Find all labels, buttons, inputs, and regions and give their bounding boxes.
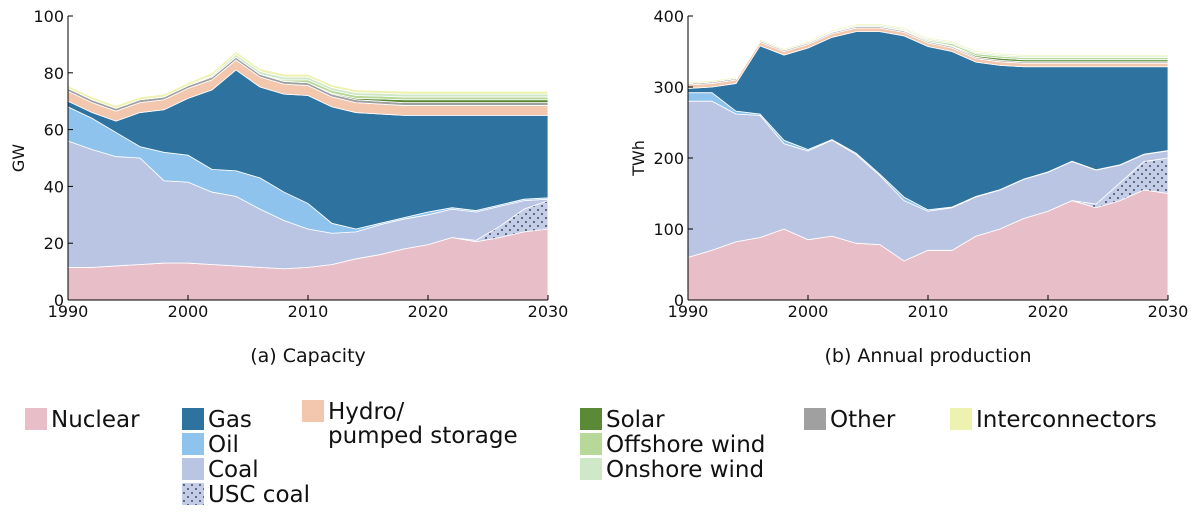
legend-swatch-fill	[580, 458, 602, 480]
chart-caption: (a) Capacity	[250, 345, 366, 367]
x-tick-label: 1990	[668, 302, 709, 321]
legend-item: USC coal	[182, 483, 310, 507]
legend-label: Interconnectors	[976, 407, 1157, 433]
legend-item: Nuclear	[25, 408, 140, 432]
legend-swatch-fill	[182, 458, 204, 480]
legend-swatch	[580, 458, 602, 480]
legend-label: Other	[830, 407, 896, 433]
x-tick-label: 2030	[528, 302, 569, 321]
y-tick-label: 100	[653, 220, 684, 239]
legend-item: Onshore wind	[580, 458, 764, 482]
x-tick-label: 2010	[908, 302, 949, 321]
legend-label: Solar	[606, 407, 665, 433]
legend-swatch	[804, 408, 826, 430]
x-tick-label: 2000	[788, 302, 829, 321]
legend-swatch	[950, 408, 972, 430]
legend-label: USC coal	[208, 482, 311, 508]
legend-swatch	[25, 408, 47, 430]
legend-swatch-fill	[182, 433, 204, 455]
legend-swatch-fill	[182, 408, 204, 430]
legend-label: Onshore wind	[606, 457, 765, 483]
legend-label: Gas	[208, 407, 252, 433]
legend-item: Offshore wind	[580, 433, 765, 457]
y-tick-label: 0	[674, 291, 684, 310]
legend-label: Oil	[208, 432, 239, 458]
y-tick-label: 0	[54, 291, 64, 310]
x-tick-label: 2020	[408, 302, 449, 321]
legend-swatch	[580, 433, 602, 455]
y-tick-label: 60	[44, 121, 64, 140]
legend-item: Oil	[182, 433, 239, 457]
area	[67, 50, 549, 109]
y-tick-label: 100	[33, 7, 64, 26]
area	[687, 23, 1169, 84]
x-tick-label: 2030	[1148, 302, 1189, 321]
legend-label: Nuclear	[51, 407, 140, 433]
legend-item: Other	[804, 408, 895, 432]
legend-swatch-fill	[580, 433, 602, 455]
y-tick-label: 400	[653, 7, 684, 26]
legend-swatch-fill	[580, 408, 602, 430]
legend-item: Interconnectors	[950, 408, 1157, 432]
legend-swatch	[182, 483, 204, 505]
y-tick-label: 20	[44, 234, 64, 253]
legend-item: Coal	[182, 458, 259, 482]
legend-label: Hydro/ pumped storage	[328, 399, 518, 449]
legend-item: Hydro/ pumped storage	[302, 400, 518, 448]
legend-swatch-fill	[804, 408, 826, 430]
legend-label: Offshore wind	[606, 432, 766, 458]
chart-caption: (b) Annual production	[824, 345, 1031, 367]
legend-label: Coal	[208, 457, 259, 483]
x-tick-label: 2000	[168, 302, 209, 321]
legend-swatch-fill	[25, 408, 47, 430]
legend-swatch	[182, 433, 204, 455]
legend-swatch	[302, 400, 324, 422]
x-tick-label: 2020	[1028, 302, 1069, 321]
legend-swatch	[182, 458, 204, 480]
x-tick-label: 1990	[48, 302, 89, 321]
legend-swatch	[182, 408, 204, 430]
y-axis-label: TWh	[629, 140, 648, 177]
legend-item: Gas	[182, 408, 252, 432]
y-axis-label: GW	[9, 144, 28, 172]
y-tick-label: 80	[44, 64, 64, 83]
x-tick-label: 2010	[288, 302, 329, 321]
legend-item: Solar	[580, 408, 665, 432]
y-tick-label: 200	[653, 149, 684, 168]
legend-swatch-fill	[302, 400, 324, 422]
legend-swatch-fill	[950, 408, 972, 430]
legend-swatch	[580, 408, 602, 430]
legend-swatch-fill	[182, 483, 204, 505]
y-tick-label: 40	[44, 177, 64, 196]
y-tick-label: 300	[653, 78, 684, 97]
